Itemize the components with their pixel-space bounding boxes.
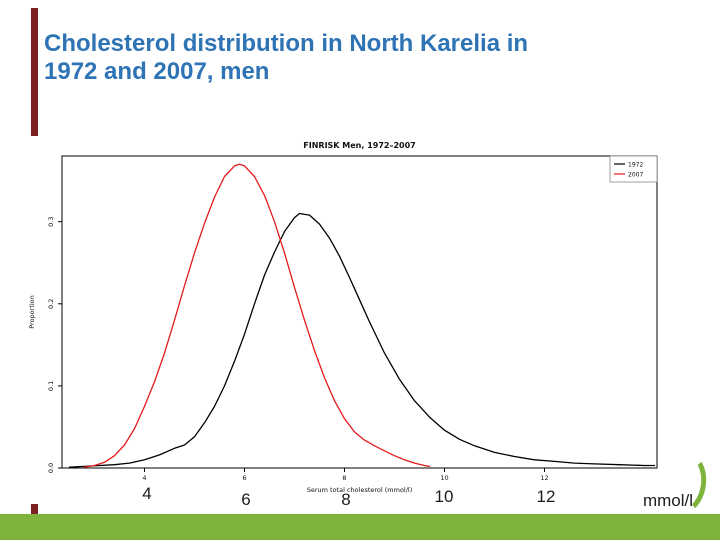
x-tick-label: 12 — [540, 474, 548, 482]
y-axis-title: Proportion — [28, 295, 36, 329]
legend-box — [609, 155, 658, 183]
y-tick-label: 0.3 — [47, 217, 55, 227]
title-line2: 1972 and 2007, men — [44, 58, 270, 86]
axis-overlay-label-5: 12 — [536, 487, 556, 506]
plot-frame — [61, 155, 658, 469]
legend-label-2007: 2007 — [628, 172, 643, 179]
axis-overlay-unit: mmol/l — [642, 491, 694, 510]
density-chart: FINRISK Men, 1972–2007 4 6 8 10 12 0.0 0.1 0.2 0.… — [28, 141, 658, 494]
axis-overlay-label-4: 10 — [434, 487, 454, 506]
curve-2007 — [83, 163, 431, 468]
x-tick-label: 8 — [342, 474, 346, 482]
axis-overlay-label-3: 8 — [341, 490, 351, 509]
y-tick-label: 0.0 — [47, 463, 55, 473]
x-axis-title: Serum total cholesterol (mmol/l) — [307, 486, 413, 494]
chart-container: FINRISK Men, 1972–2007 4 6 8 10 12 0.0 0.1 0.2 0.… — [22, 136, 667, 504]
y-tick-label: 0.2 — [47, 299, 55, 309]
legend-label-1972: 1972 — [628, 162, 643, 169]
axis-overlay-label-2: 6 — [241, 490, 251, 509]
y-tick-label: 0.1 — [47, 381, 55, 391]
bottom-accent-bar — [0, 514, 720, 540]
curve-1972 — [68, 212, 656, 468]
x-tick-label: 4 — [142, 474, 146, 482]
x-tick-label: 10 — [440, 474, 448, 482]
chart-title: FINRISK Men, 1972–2007 — [303, 141, 415, 150]
x-tick-label: 6 — [242, 474, 246, 482]
title-line1: Cholesterol distribution in North Kareli… — [44, 30, 529, 57]
page-title: Cholesterol distribution in North Kareli… — [44, 30, 684, 87]
axis-overlay-label-1: 4 — [142, 484, 152, 503]
